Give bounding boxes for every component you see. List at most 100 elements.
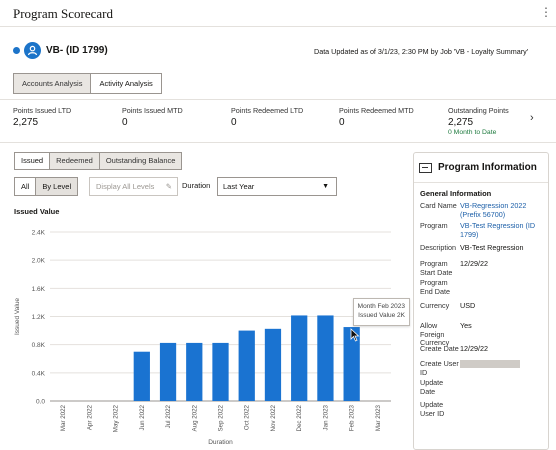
metric-outstanding-points: Outstanding Points 2,275 0 Month to Date xyxy=(448,106,528,136)
page-title: Program Scorecard xyxy=(13,6,113,21)
x-axis-label: Duration xyxy=(208,439,233,446)
program-info-value: VB-Test Regression xyxy=(460,243,524,252)
tab-issued[interactable]: Issued xyxy=(14,152,51,170)
x-tick-label: May 2022 xyxy=(113,404,120,432)
level-toggle: All By Level xyxy=(14,177,79,196)
metric-points-issued-mtd: Points Issued MTD 0 xyxy=(122,106,227,128)
points-tabs: Issued Redeemed Outstanding Balance xyxy=(14,152,183,170)
metric-label: Points Redeemed LTD xyxy=(231,106,304,115)
panel-body: General Information Card Name VB-Regressi… xyxy=(420,189,546,417)
x-tick-label: Sep 2022 xyxy=(218,404,225,431)
kebab-vertical-icon[interactable]: ⋮ xyxy=(540,5,552,19)
general-information-heading: General Information xyxy=(420,189,492,198)
panel-header: Program Information xyxy=(414,153,548,183)
y-tick-label: 0.4K xyxy=(32,370,46,377)
x-tick-label: Apr 2022 xyxy=(86,404,93,430)
mouse-cursor-icon xyxy=(350,328,360,342)
data-updated-text: Data Updated as of 3/1/23, 2:30 PM by Jo… xyxy=(314,47,529,56)
divider xyxy=(0,142,556,143)
bar xyxy=(159,342,177,401)
program-info-value: USD xyxy=(460,301,476,310)
bar xyxy=(133,351,150,401)
y-tick-label: 0.8K xyxy=(32,342,46,349)
bar xyxy=(186,342,203,401)
panel-title: Program Information xyxy=(438,162,537,173)
pencil-icon: ✎ xyxy=(165,182,172,191)
x-tick-label: Jul 2022 xyxy=(165,404,172,428)
y-axis-label: Issued Value xyxy=(14,298,21,335)
program-info-key: Update Date xyxy=(420,378,444,396)
x-tick-label: Jun 2022 xyxy=(139,404,146,430)
display-all-levels-button[interactable]: Display All Levels ✎ xyxy=(89,177,178,196)
metric-points-issued-ltd: Points Issued LTD 2,275 xyxy=(13,106,118,128)
tab-activity-analysis[interactable]: Activity Analysis xyxy=(91,73,162,94)
bar xyxy=(212,342,229,401)
all-button[interactable]: All xyxy=(14,177,37,196)
bar xyxy=(264,328,282,401)
x-tick-label: Mar 2023 xyxy=(375,404,382,431)
metric-value: 2,275 xyxy=(448,117,474,128)
bar xyxy=(291,315,308,401)
by-level-button[interactable]: By Level xyxy=(36,177,79,196)
y-tick-label: 2.0K xyxy=(32,258,46,265)
x-tick-label: Mar 2022 xyxy=(60,404,67,431)
program-info-key: Program Start Date xyxy=(420,259,453,277)
display-all-levels-label: Display All Levels xyxy=(96,182,155,191)
x-tick-label: Nov 2022 xyxy=(270,404,277,431)
program-info-key: Create Date xyxy=(420,344,459,353)
program-information-panel: Program Information General Information … xyxy=(413,152,549,450)
metric-value: 0 xyxy=(122,117,128,128)
program-info-value: Yes xyxy=(460,321,472,330)
metric-value: 2,275 xyxy=(13,117,39,128)
metric-month-to-date: 0 Month to Date xyxy=(448,129,497,136)
tooltip-month: Month Feb 2023 xyxy=(357,303,405,310)
y-tick-label: 1.2K xyxy=(32,314,46,321)
x-tick-label: Feb 2023 xyxy=(349,404,356,431)
bar xyxy=(238,330,255,401)
tab-accounts-analysis[interactable]: Accounts Analysis xyxy=(13,73,92,94)
metric-points-redeemed-ltd: Points Redeemed LTD 0 xyxy=(231,106,336,128)
program-info-value[interactable]: VB-Regression 2022 (Prefix 56700) xyxy=(460,201,527,219)
metric-label: Points Issued MTD xyxy=(122,106,183,115)
bar xyxy=(343,327,360,401)
duration-select[interactable]: Last Year ▼ xyxy=(217,177,337,196)
program-info-key: Card Name xyxy=(420,201,457,210)
caret-down-icon: ▼ xyxy=(322,183,329,190)
y-tick-label: 1.6K xyxy=(32,286,46,293)
program-info-key: Update User ID xyxy=(420,400,445,418)
program-info-value xyxy=(460,360,548,371)
chart-title: Issued Value xyxy=(14,207,60,216)
y-tick-label: 2.4K xyxy=(32,230,46,237)
program-info-key: Description xyxy=(420,243,456,252)
metric-points-redeemed-mtd: Points Redeemed MTD 0 xyxy=(339,106,444,128)
divider xyxy=(0,99,556,100)
metric-label: Points Redeemed MTD xyxy=(339,106,414,115)
metric-value: 0 xyxy=(339,117,345,128)
redacted-value xyxy=(460,360,520,368)
program-info-key: Program xyxy=(420,221,448,230)
bar xyxy=(317,315,334,401)
program-info-value: 12/29/22 xyxy=(460,344,488,353)
x-tick-label: Dec 2022 xyxy=(296,404,303,431)
tooltip-value: Issued Value 2K xyxy=(358,312,405,319)
tab-redeemed[interactable]: Redeemed xyxy=(50,152,100,170)
card-icon xyxy=(419,163,432,173)
program-info-value[interactable]: VB-Test Regression (ID 1799) xyxy=(460,221,536,239)
issued-value-chart: 0.0 0.4K 0.8K 1.2K 1.6K 2.0K 2.4K Issued Value M… xyxy=(14,230,391,446)
x-tick-label: Jan 2023 xyxy=(322,404,329,430)
program-info-value: 12/29/22 xyxy=(460,259,488,268)
program-info-key: Program End Date xyxy=(420,278,450,296)
program-info-key: Allow Foreign Currency xyxy=(420,321,450,347)
metric-label: Points Issued LTD xyxy=(13,106,72,115)
tab-outstanding-balance[interactable]: Outstanding Balance xyxy=(99,152,183,170)
program-info-key: Currency xyxy=(420,301,450,310)
person-icon xyxy=(27,45,38,56)
x-tick-label: Oct 2022 xyxy=(244,404,251,430)
analysis-tabs: Accounts Analysis Activity Analysis xyxy=(13,73,162,94)
chevron-right-icon[interactable]: › xyxy=(530,112,534,124)
metric-value: 0 xyxy=(231,117,237,128)
x-tick-label: Aug 2022 xyxy=(191,404,198,431)
program-info-key: Create User ID xyxy=(420,359,459,377)
duration-label: Duration xyxy=(182,181,211,190)
app-header xyxy=(0,0,556,27)
